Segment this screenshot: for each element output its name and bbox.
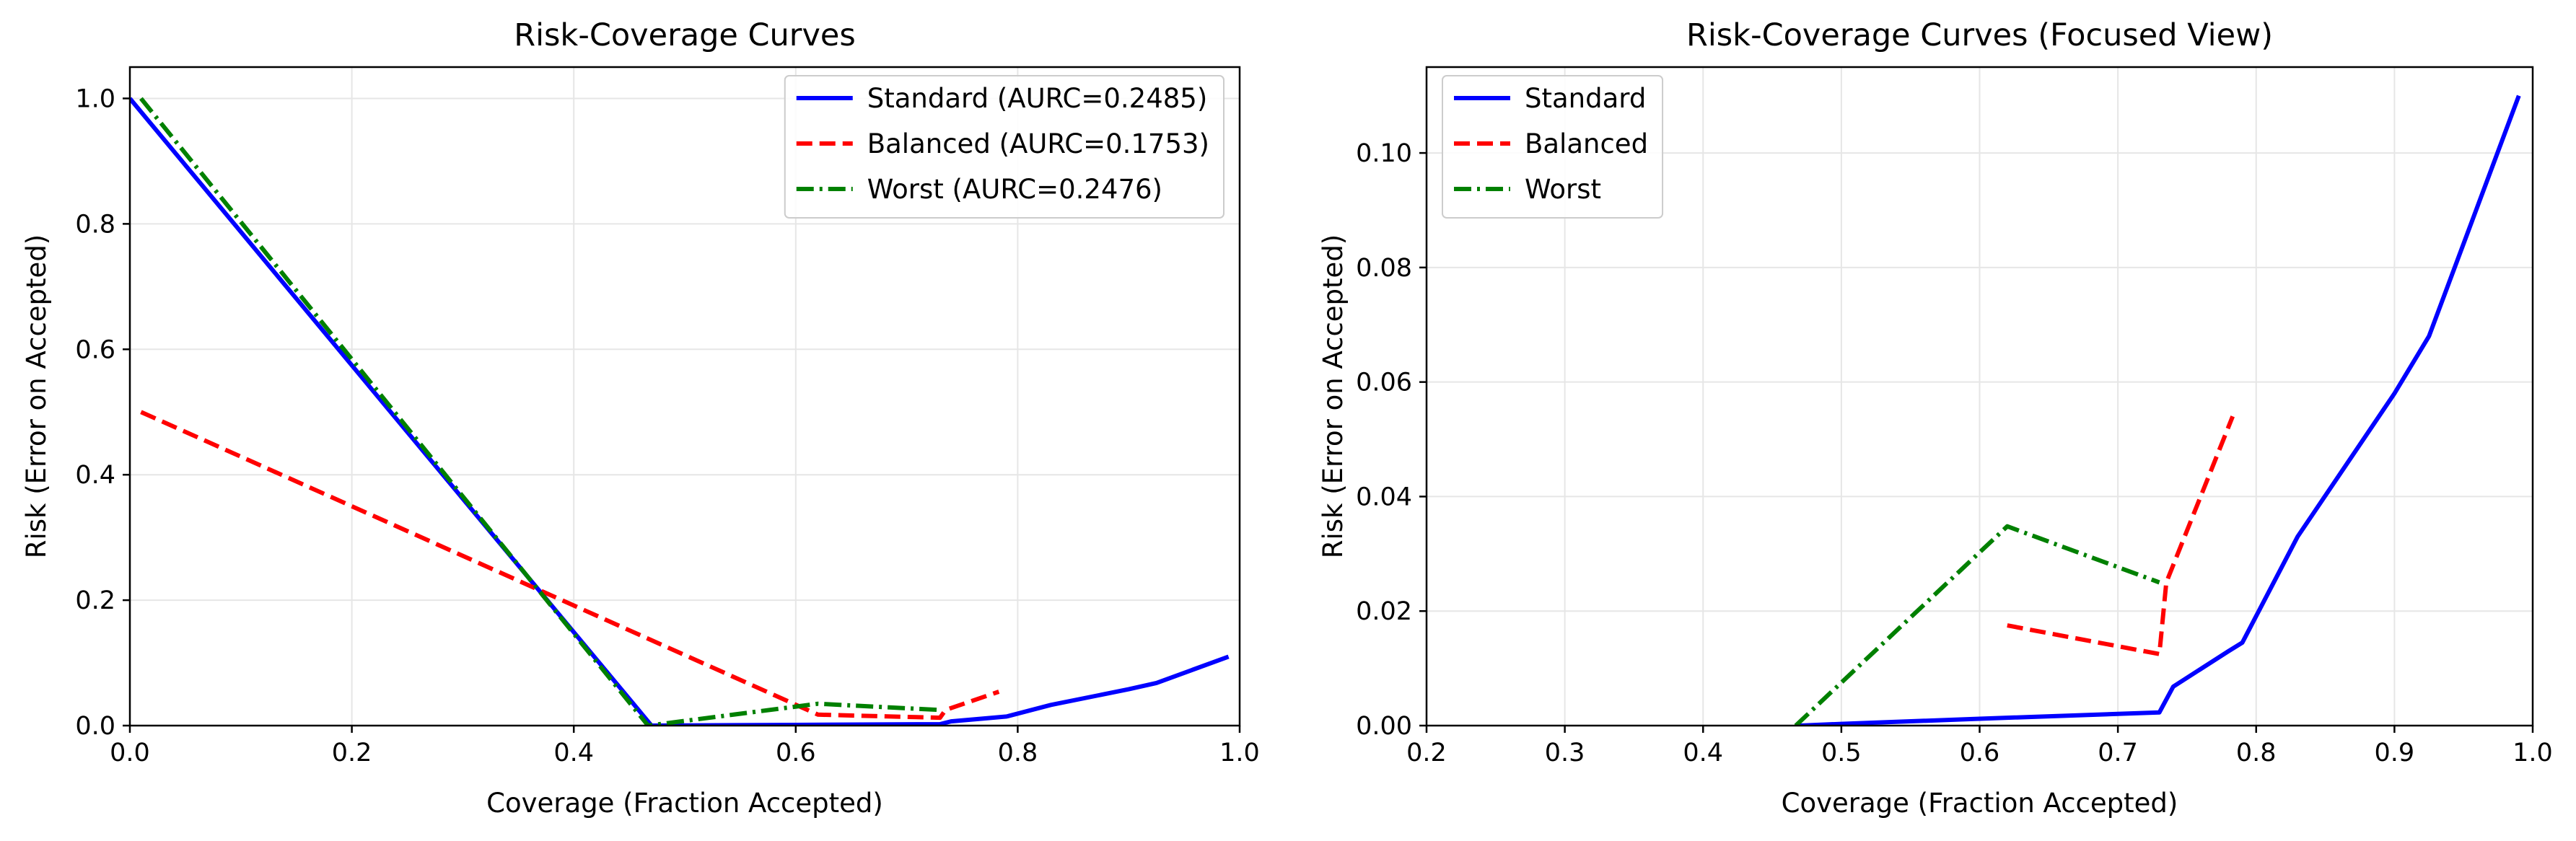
legend: Standard Balanced Worst <box>1442 75 1664 219</box>
legend: Standard (AURC=0.2485) Balanced (AURC=0.1… <box>784 75 1225 219</box>
x-tick-label: 0.7 <box>2098 739 2138 767</box>
x-tick-label: 0.4 <box>1683 739 1723 767</box>
y-tick-label: 0.6 <box>75 335 115 364</box>
y-tick-label: 1.0 <box>75 84 115 113</box>
series-line-dashdot <box>1794 524 2160 726</box>
series-line-solid <box>1800 94 2521 726</box>
x-tick-label: 0.8 <box>2236 739 2277 767</box>
plot-frame <box>128 66 1241 727</box>
x-tick-label: 0.2 <box>1406 739 1447 767</box>
x-axis-label: Coverage (Fraction Accepted) <box>486 788 883 819</box>
chart-title: Risk-Coverage Curves (Focused View) <box>1686 17 2273 53</box>
chart-title: Risk-Coverage Curves <box>514 17 856 53</box>
x-tick-label: 0.5 <box>1821 739 1862 767</box>
y-tick-label: 0.0 <box>75 712 115 741</box>
y-tick-label: 0.8 <box>75 210 115 239</box>
legend-entry-label: Standard <box>1525 83 1646 114</box>
series-line-dashed <box>140 410 1000 721</box>
chart-panel-1: 0.0 0.2 0.4 0.6 0.8 1.0 0.0 0.2 0.4 0.6 0.8 1.0 Risk… <box>21 17 1260 819</box>
legend-entry-label: Worst (AURC=0.2476) <box>867 174 1162 205</box>
legend-entry-label: Balanced (AURC=0.1753) <box>867 128 1209 159</box>
legend-box <box>784 75 1225 219</box>
x-tick-label: 0.4 <box>553 739 594 767</box>
y-tick-label: 0.02 <box>1356 597 1412 626</box>
x-tick-label: 0.8 <box>998 739 1038 767</box>
y-tick-label: 0.06 <box>1356 369 1412 397</box>
y-tick-label: 0.10 <box>1356 139 1412 168</box>
x-tick-label: 0.6 <box>776 739 816 767</box>
x-tick-label: 0.9 <box>2375 739 2415 767</box>
series-line-dashed <box>2007 415 2235 656</box>
x-tick-label: 1.0 <box>1219 739 1260 767</box>
y-tick-label: 0.00 <box>1356 712 1412 741</box>
x-tick-label: 1.0 <box>2513 739 2553 767</box>
legend-entry-label: Standard (AURC=0.2485) <box>867 83 1208 114</box>
x-tick-label: 0.3 <box>1545 739 1585 767</box>
y-axis-label: Risk (Error on Accepted) <box>1318 234 1349 558</box>
x-tick-label: 0.6 <box>1960 739 2000 767</box>
series-line-dashdot <box>139 97 940 726</box>
chart-panel-2: 0.2 0.3 0.4 0.5 0.6 0.7 0.8 0.9 1.0 0.00 0.02 0.04 0… <box>1318 17 2553 819</box>
y-tick-label: 0.04 <box>1356 483 1412 511</box>
y-tick-label: 0.4 <box>75 461 115 490</box>
x-axis-label: Coverage (Fraction Accepted) <box>1782 788 2178 819</box>
y-axis-label: Risk (Error on Accepted) <box>21 234 52 558</box>
x-tick-label: 0.0 <box>110 739 150 767</box>
y-tick-label: 0.2 <box>75 586 115 615</box>
legend-entry-label: Balanced <box>1525 128 1648 159</box>
x-tick-label: 0.2 <box>332 739 372 767</box>
legend-entry-label: Worst <box>1525 174 1601 205</box>
y-tick-label: 0.08 <box>1356 254 1412 283</box>
legend-box <box>1442 75 1664 219</box>
